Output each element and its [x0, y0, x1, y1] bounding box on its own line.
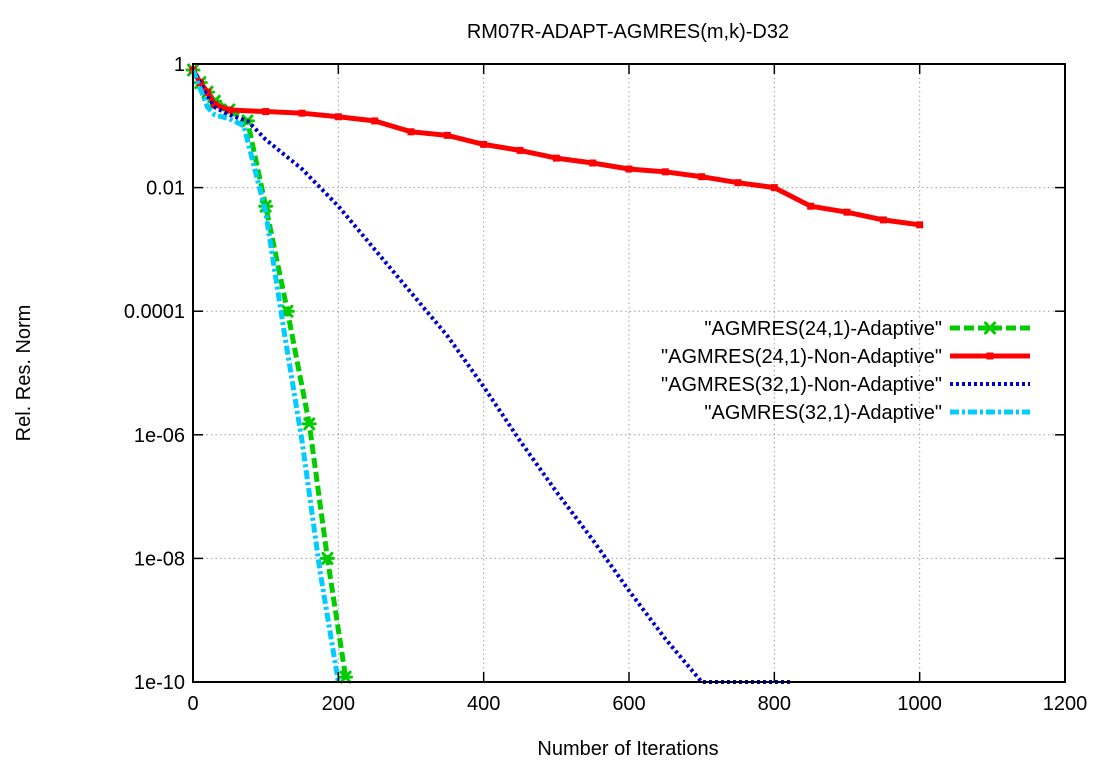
x-tick-label: 600 — [612, 693, 645, 715]
x-tick-label: 1000 — [897, 693, 942, 715]
data-point — [807, 202, 815, 210]
data-point — [407, 128, 415, 136]
data-point — [298, 109, 306, 117]
grid — [193, 64, 1065, 682]
data-point — [334, 113, 342, 121]
legend-label: "AGMRES(32,1)-Non-Adaptive" — [661, 374, 942, 396]
ticks: 0 200 400 600 800 1000 1200 1 0.01 0.0001 1e-06 1e-… — [124, 54, 1087, 715]
data-point — [986, 352, 994, 360]
series-2 — [189, 66, 924, 229]
series-1 — [185, 63, 354, 684]
data-point — [480, 140, 488, 148]
x-tick-label: 0 — [187, 693, 198, 715]
y-tick-label: 1e-06 — [134, 425, 185, 447]
series-line — [191, 68, 793, 684]
data-point — [371, 117, 379, 125]
series-4 — [190, 69, 341, 683]
y-axis-title: Rel. Res. Norm — [13, 305, 35, 442]
data-point — [301, 417, 317, 431]
data-point — [225, 106, 233, 114]
x-axis-title: Number of Iterations — [537, 738, 718, 760]
y-tick-label: 0.01 — [146, 178, 185, 200]
data-point — [661, 168, 669, 176]
data-point — [982, 321, 998, 335]
data-point — [319, 551, 335, 565]
data-point — [552, 154, 560, 162]
data-point — [443, 131, 451, 139]
y-tick-label: 1e-10 — [134, 672, 185, 694]
data-point — [843, 208, 851, 216]
legend-label: "AGMRES(32,1)-Adaptive" — [704, 402, 942, 424]
y-tick-label: 1 — [174, 54, 185, 76]
x-tick-label: 400 — [467, 693, 500, 715]
x-tick-label: 800 — [758, 693, 791, 715]
series-line — [190, 69, 341, 683]
chart-title: RM07R-ADAPT-AGMRES(m,k)-D32 — [467, 21, 789, 43]
data-point — [770, 184, 778, 192]
x-tick-label: 200 — [322, 693, 355, 715]
x-tick-label: 1200 — [1043, 693, 1088, 715]
data-point — [625, 165, 633, 173]
series-3 — [191, 68, 793, 684]
series-line — [190, 68, 349, 678]
data-point — [589, 159, 597, 167]
series-layer — [185, 63, 924, 684]
legend-label: "AGMRES(24,1)-Non-Adaptive" — [661, 346, 942, 368]
data-point — [338, 670, 354, 684]
data-point — [734, 179, 742, 187]
legend: "AGMRES(24,1)-Adaptive" "AGMRES(24,1)-Non… — [661, 318, 1030, 424]
y-tick-label: 0.0001 — [124, 301, 185, 323]
data-point — [516, 146, 524, 154]
series-line — [190, 68, 921, 228]
legend-label: "AGMRES(24,1)-Adaptive" — [704, 318, 942, 340]
data-point — [211, 101, 219, 109]
data-point — [262, 108, 270, 116]
data-point — [916, 221, 924, 229]
y-tick-label: 1e-08 — [134, 548, 185, 570]
data-point — [879, 216, 887, 224]
data-point — [698, 173, 706, 181]
